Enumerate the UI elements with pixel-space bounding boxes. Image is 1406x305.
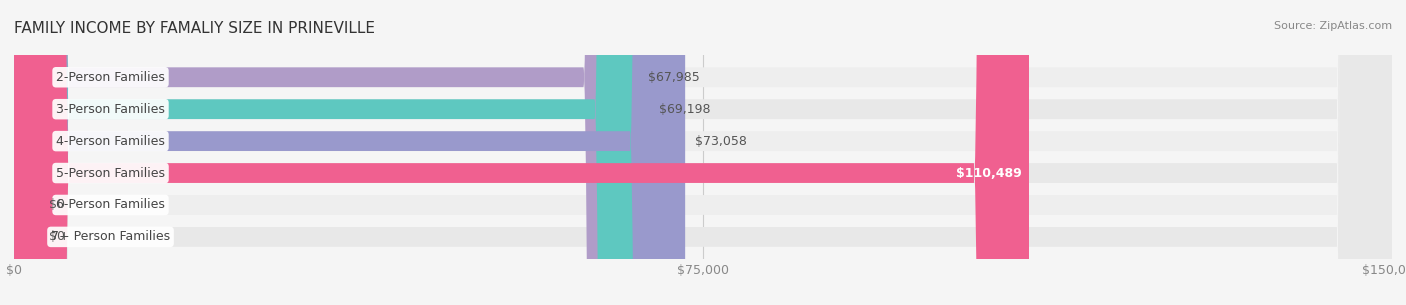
FancyBboxPatch shape bbox=[14, 0, 1392, 305]
FancyBboxPatch shape bbox=[14, 0, 1392, 305]
Text: 4-Person Families: 4-Person Families bbox=[56, 135, 165, 148]
FancyBboxPatch shape bbox=[14, 0, 1392, 305]
Text: FAMILY INCOME BY FAMALIY SIZE IN PRINEVILLE: FAMILY INCOME BY FAMALIY SIZE IN PRINEVI… bbox=[14, 21, 375, 36]
Text: 7+ Person Families: 7+ Person Families bbox=[51, 230, 170, 243]
FancyBboxPatch shape bbox=[14, 0, 650, 305]
Text: $67,985: $67,985 bbox=[648, 71, 700, 84]
FancyBboxPatch shape bbox=[14, 0, 638, 305]
FancyBboxPatch shape bbox=[14, 0, 1392, 305]
FancyBboxPatch shape bbox=[14, 0, 1029, 305]
Text: 5-Person Families: 5-Person Families bbox=[56, 167, 165, 180]
Text: $73,058: $73,058 bbox=[695, 135, 747, 148]
Text: $0: $0 bbox=[48, 230, 65, 243]
Text: $69,198: $69,198 bbox=[659, 103, 711, 116]
FancyBboxPatch shape bbox=[14, 0, 1392, 305]
FancyBboxPatch shape bbox=[14, 0, 1392, 305]
Text: $0: $0 bbox=[48, 199, 65, 211]
Text: 3-Person Families: 3-Person Families bbox=[56, 103, 165, 116]
FancyBboxPatch shape bbox=[14, 0, 685, 305]
Text: 2-Person Families: 2-Person Families bbox=[56, 71, 165, 84]
Text: $110,489: $110,489 bbox=[956, 167, 1022, 180]
Text: Source: ZipAtlas.com: Source: ZipAtlas.com bbox=[1274, 21, 1392, 31]
Text: 6-Person Families: 6-Person Families bbox=[56, 199, 165, 211]
